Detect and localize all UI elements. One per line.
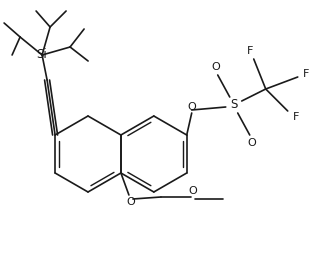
Text: F: F: [303, 69, 309, 79]
Text: O: O: [188, 186, 197, 196]
Text: F: F: [247, 46, 253, 56]
Text: Si: Si: [37, 48, 48, 61]
Text: F: F: [293, 112, 299, 122]
Text: O: O: [247, 138, 256, 148]
Text: S: S: [230, 98, 237, 112]
Text: O: O: [211, 62, 220, 72]
Text: O: O: [127, 197, 135, 207]
Text: O: O: [187, 102, 196, 112]
